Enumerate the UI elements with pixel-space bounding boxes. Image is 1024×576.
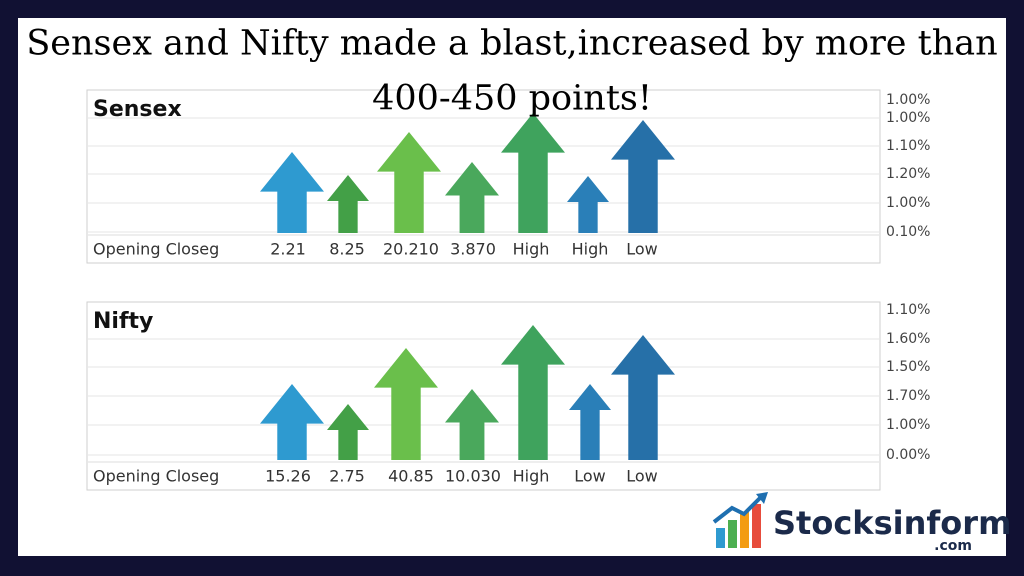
axis-label: 1.60% (886, 331, 930, 347)
axis-label: 1.20% (886, 166, 930, 182)
axis-label: 1.50% (886, 359, 930, 375)
value-label: High (513, 240, 550, 259)
value-label: High (572, 240, 609, 259)
arrow (445, 162, 499, 233)
title-line: 400-450 points! (372, 79, 652, 119)
arrow (501, 113, 565, 233)
panel-title: Sensex (93, 97, 182, 122)
logo-domain: .com (934, 538, 972, 554)
arrow (501, 325, 565, 460)
arrow (569, 384, 611, 460)
value-label: 40.85 (388, 467, 434, 486)
row-label: Opening Closeg (93, 467, 219, 486)
value-label: Low (626, 467, 658, 486)
value-label: High (513, 467, 550, 486)
arrow (567, 176, 609, 233)
arrow (327, 404, 369, 460)
arrow (611, 335, 675, 460)
axis-label: 1.70% (886, 388, 930, 404)
logo-name: Stocksinform (773, 504, 1011, 542)
value-label: 10.030 (445, 467, 501, 486)
value-label: 8.25 (329, 240, 365, 259)
axis-label: 1.00% (886, 195, 930, 211)
axis-label: 1.10% (886, 302, 930, 318)
axis-label: 1.00% (886, 92, 930, 108)
value-label: 20.210 (383, 240, 439, 259)
arrow (260, 384, 324, 460)
arrow (445, 389, 499, 460)
value-label: 3.870 (450, 240, 496, 259)
value-label: 2.75 (329, 467, 365, 486)
value-label: 15.26 (265, 467, 311, 486)
arrow (327, 175, 369, 233)
axis-label: 0.10% (886, 224, 930, 240)
axis-label: 1.10% (886, 138, 930, 154)
row-label: Opening Closeg (93, 240, 219, 259)
axis-label: 1.00% (886, 110, 930, 126)
logo-icon (712, 492, 768, 548)
panel-title: Nifty (93, 309, 153, 334)
arrow (374, 348, 438, 460)
arrow (611, 120, 675, 233)
value-label: 2.21 (270, 240, 306, 259)
axis-label: 0.00% (886, 447, 930, 463)
value-label: Low (574, 467, 606, 486)
value-label: Low (626, 240, 658, 259)
arrow (260, 152, 324, 233)
arrow (377, 132, 441, 233)
title-line: Sensex and Nifty made a blast,increased … (26, 24, 997, 64)
axis-label: 1.00% (886, 417, 930, 433)
